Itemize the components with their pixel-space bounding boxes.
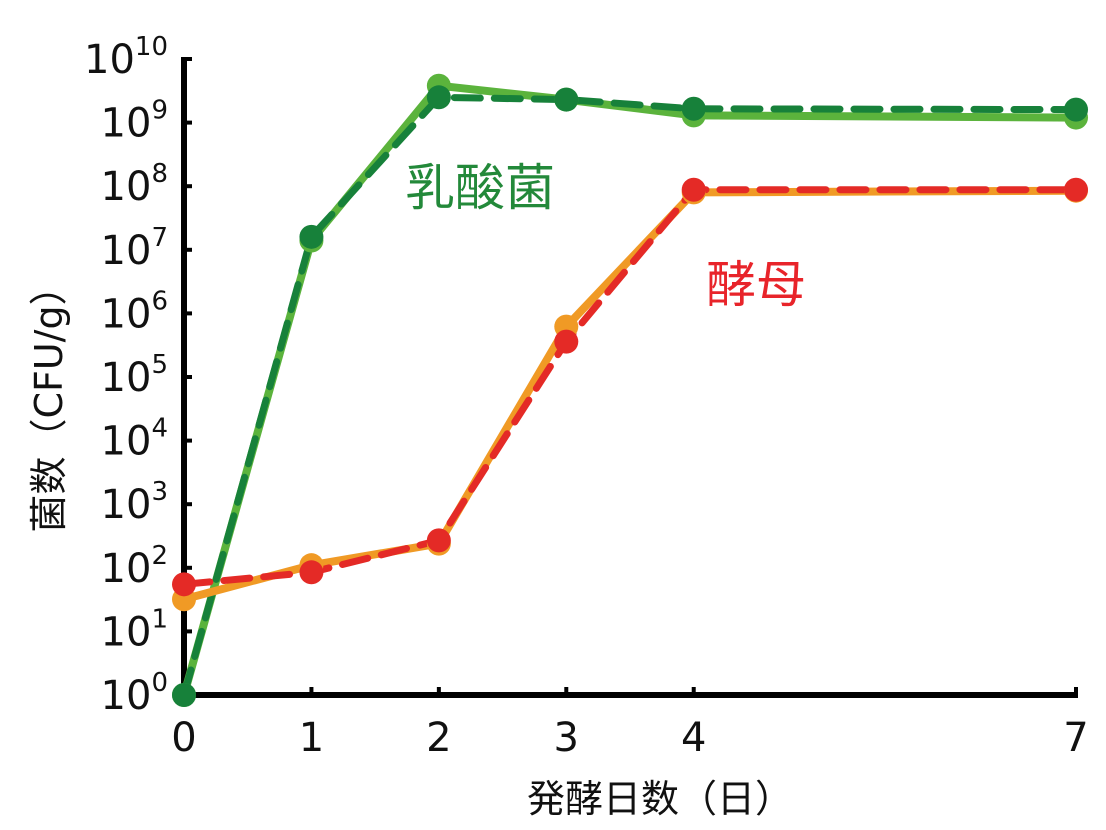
x-tick-label: 4 — [681, 715, 706, 761]
series-line-yeast-dashed — [180, 186, 1080, 588]
data-point-lactic-dashed — [1064, 97, 1088, 122]
y-tick-base: 10 — [101, 419, 152, 465]
data-point-yeast-dashed — [426, 528, 451, 553]
series-line-yeast-solid — [180, 186, 1080, 604]
x-tick-label: 3 — [554, 715, 579, 761]
y-tick-exponent: 4 — [151, 414, 168, 444]
data-point-lactic-dashed — [681, 96, 706, 121]
y-axis-title: 菌数（CFU/g） — [27, 267, 71, 532]
y-tick-label: 100 — [101, 668, 168, 719]
series-label-yeast: 酵母 — [706, 256, 806, 314]
y-tick-exponent: 10 — [135, 32, 168, 62]
y-tick-exponent: 3 — [151, 477, 168, 507]
y-tick-exponent: 9 — [151, 96, 168, 126]
series-points — [172, 73, 1088, 707]
y-tick-base: 10 — [101, 609, 152, 655]
y-tick-label: 102 — [101, 541, 168, 592]
y-tick-label: 107 — [101, 223, 168, 274]
y-tick-base: 10 — [101, 228, 152, 274]
data-point-yeast-dashed — [172, 572, 196, 597]
x-tick-label: 7 — [1063, 715, 1088, 761]
data-point-lactic-dashed — [554, 87, 579, 112]
x-axis-title: 発酵日数（日） — [527, 777, 793, 821]
data-point-lactic-dashed — [426, 85, 451, 110]
y-tick-base: 10 — [101, 291, 152, 337]
data-point-lactic-dashed — [299, 224, 324, 249]
y-tick-label: 101 — [101, 604, 168, 655]
y-tick-base: 10 — [101, 164, 152, 210]
y-tick-label: 106 — [101, 286, 168, 337]
y-tick-label: 109 — [101, 96, 168, 147]
y-tick-base: 10 — [101, 355, 152, 401]
y-tick-exponent: 0 — [151, 668, 168, 698]
y-tick-label: 103 — [101, 477, 168, 528]
x-tick-labels: 0 1 2 3 4 7 — [171, 715, 1088, 761]
y-tick-exponent: 8 — [151, 159, 168, 189]
series-lines — [180, 81, 1080, 699]
y-tick-exponent: 7 — [151, 223, 168, 253]
y-tick-base: 10 — [101, 101, 152, 147]
data-point-yeast-dashed — [1064, 177, 1088, 202]
y-tick-exponent: 1 — [151, 604, 168, 634]
series-label-lactic-acid-bacteria: 乳酸菌 — [405, 159, 555, 217]
series-line-lactic-solid — [180, 81, 1080, 699]
y-tick-base: 10 — [101, 673, 152, 719]
y-tick-label: 108 — [101, 159, 168, 210]
y-tick-exponent: 2 — [151, 541, 168, 571]
y-tick-base: 10 — [84, 37, 135, 83]
x-tick-label: 1 — [299, 715, 324, 761]
data-point-yeast-dashed — [299, 560, 324, 585]
y-tick-label: 105 — [101, 350, 168, 401]
y-tick-label: 104 — [101, 414, 168, 465]
axes — [181, 57, 1078, 698]
series-line-lactic-dashed — [180, 93, 1080, 699]
data-point-yeast-dashed — [681, 177, 706, 202]
y-tick-exponent: 6 — [151, 286, 168, 316]
x-tick-label: 0 — [171, 715, 196, 761]
data-point-yeast-dashed — [554, 329, 579, 354]
x-tick-label: 2 — [426, 715, 451, 761]
data-point-lactic-dashed — [172, 683, 196, 707]
y-tick-base: 10 — [101, 482, 152, 528]
y-tick-base: 10 — [101, 546, 152, 592]
y-tick-exponent: 5 — [151, 350, 168, 380]
y-tick-label: 1010 — [84, 32, 168, 83]
